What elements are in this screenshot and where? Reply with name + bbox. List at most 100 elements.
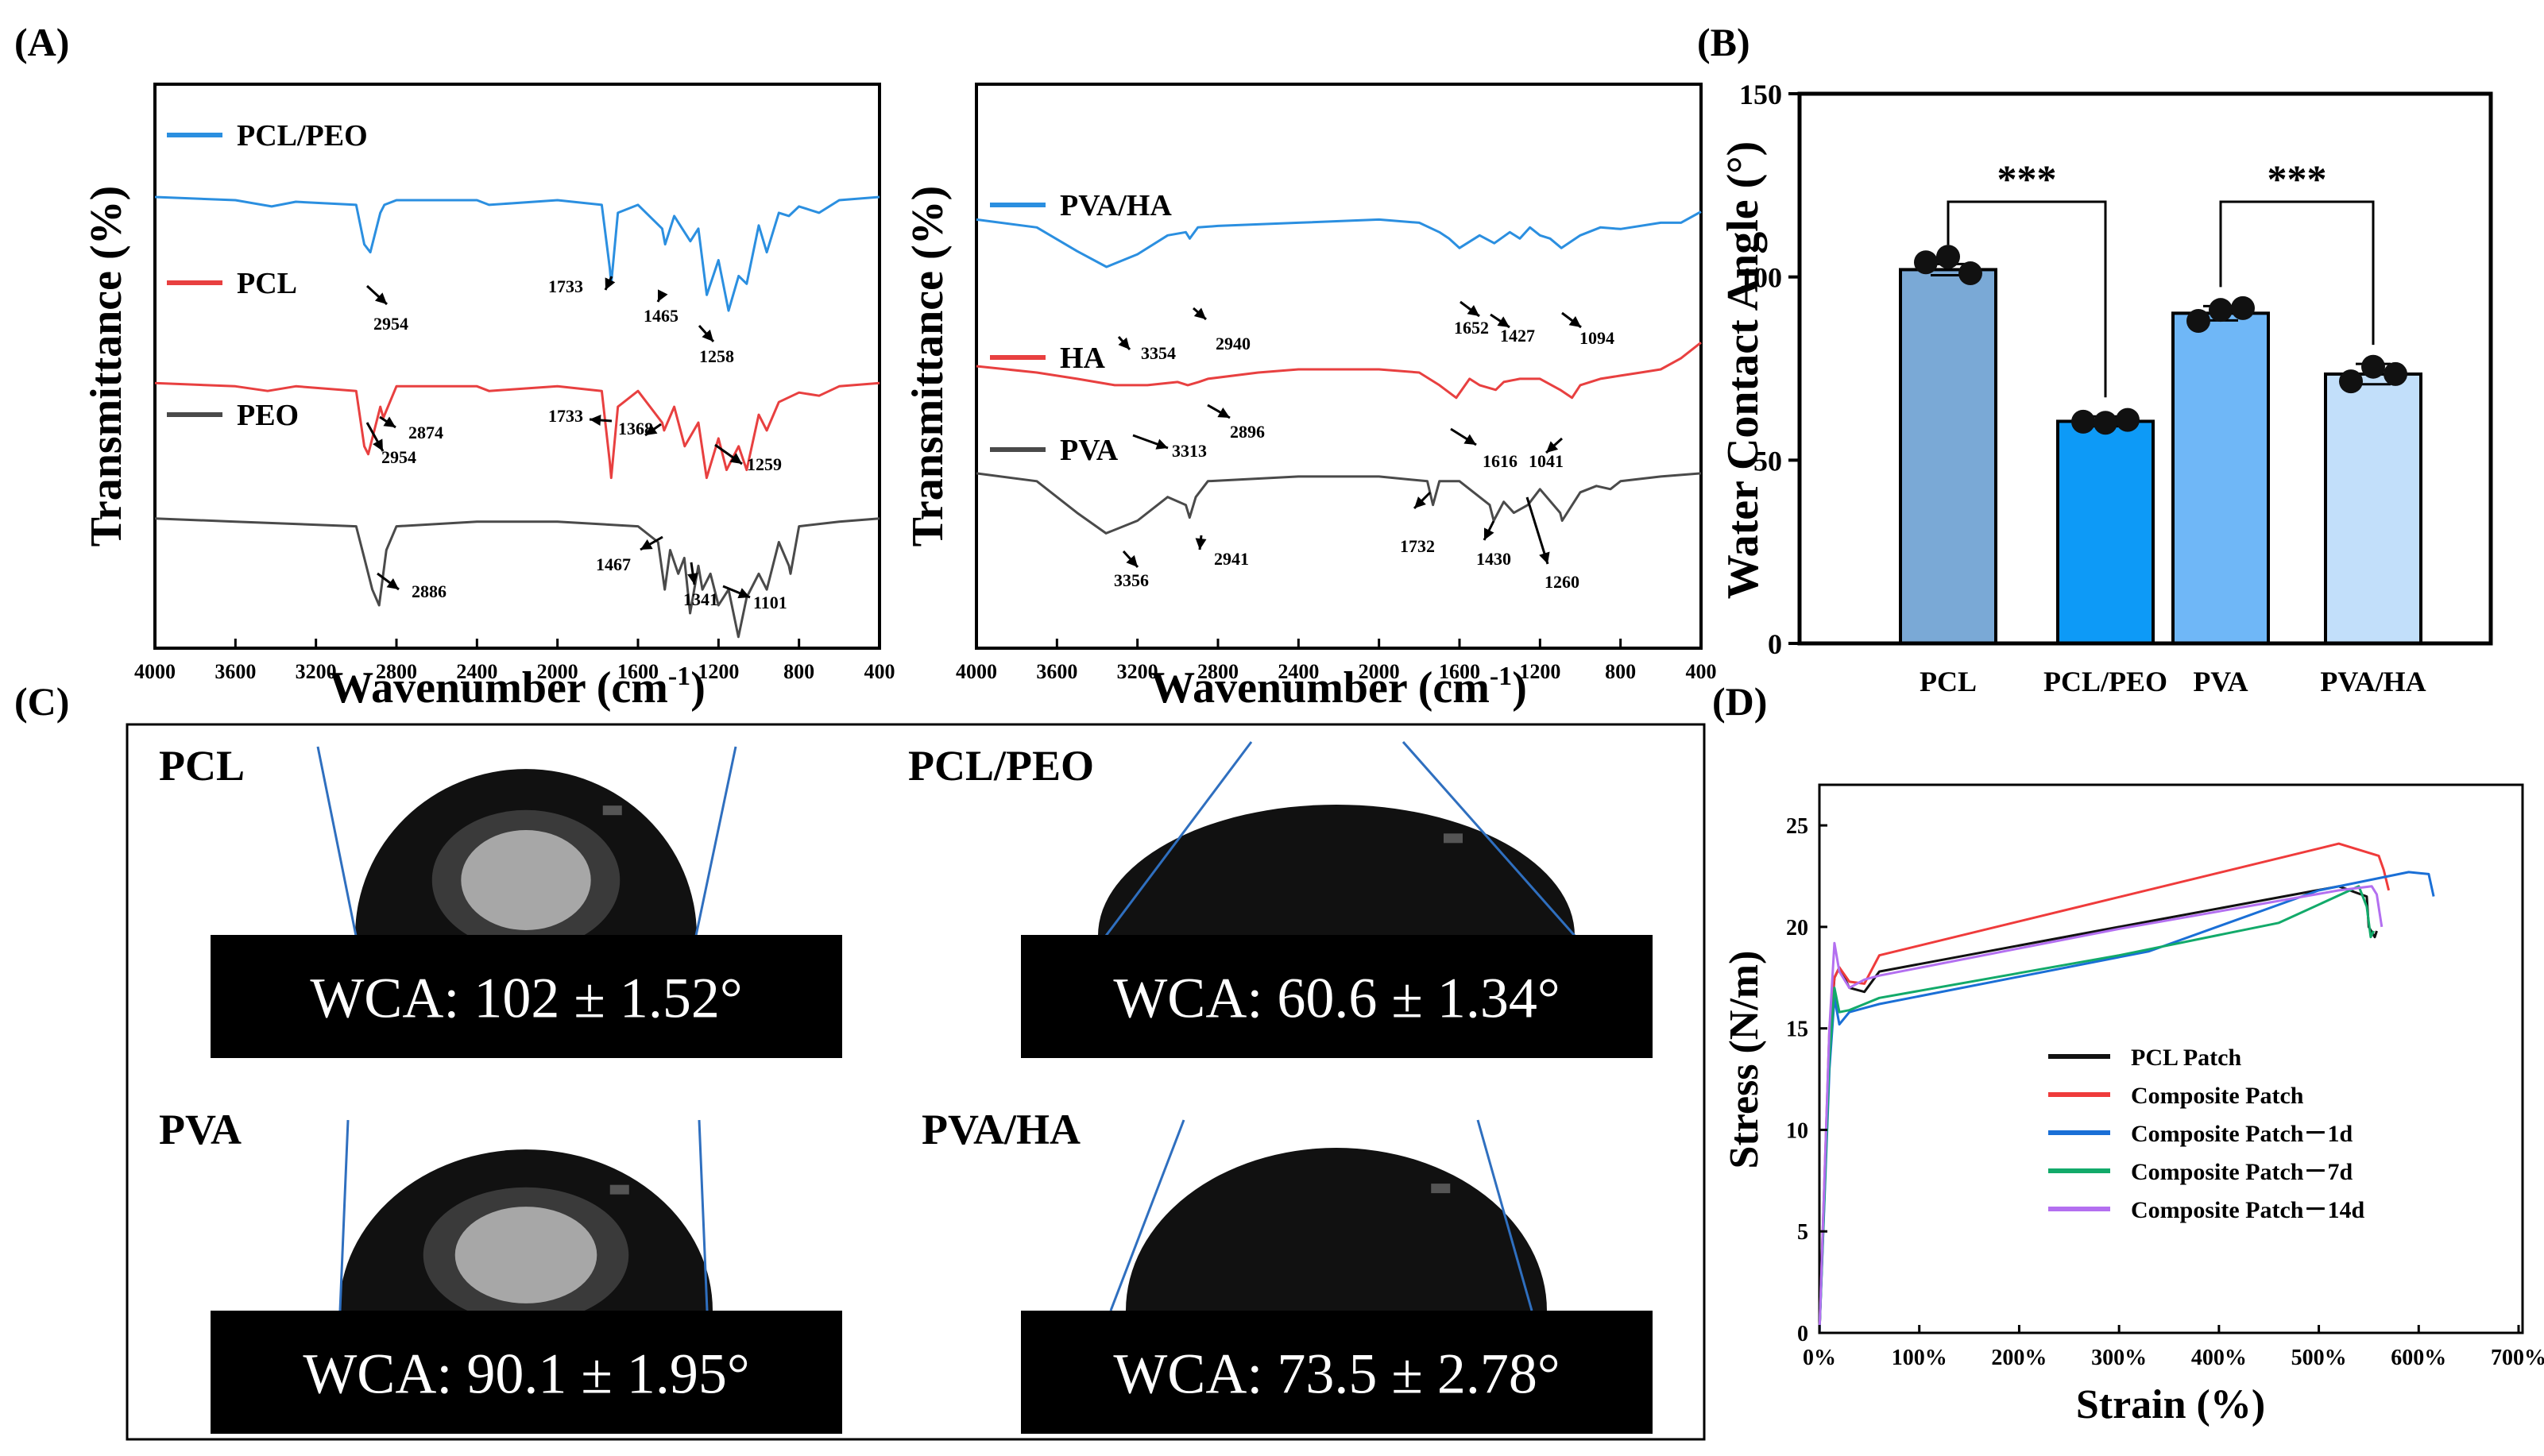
data-point: [2094, 411, 2117, 435]
panel-c-frame: [126, 723, 1706, 1441]
ftir-chart-left: 4000 3600 3200 2800 2400 2000 1600 1200 800 400 P…: [82, 83, 895, 713]
peak-2941-arrowhead: [1195, 538, 1207, 550]
bar-pva: [2171, 311, 2270, 645]
peak-label: 1101: [753, 593, 787, 612]
y-tick-label: 20: [1786, 916, 1808, 940]
stress-strain-chart: 0% 100% 200% 300% 400% 500% 600% 700% 0 5 10 15 20 25…: [1722, 783, 2544, 1427]
data-point: [2209, 298, 2233, 322]
data-point: [2071, 409, 2095, 434]
y-axis-label: Water Contact Angle (°): [1719, 141, 1768, 600]
category-label: PCL: [1920, 666, 1977, 697]
x-tick-label: 2000: [537, 660, 578, 683]
x-tick-label: 400%: [2191, 1346, 2247, 1370]
x-tick-label: 800: [1605, 660, 1636, 683]
x-tick-label: 2000: [1359, 660, 1400, 683]
peak-label: 1430: [1476, 549, 1511, 569]
data-point: [2384, 361, 2407, 386]
peak-label: 1094: [1579, 328, 1614, 348]
data-point: [1958, 261, 1982, 286]
plot-frame: [153, 83, 881, 650]
y-axis-label: Transmittance (%): [82, 186, 131, 547]
x-tick-label: 2400: [1278, 660, 1319, 683]
peak-label: 1733: [548, 406, 583, 426]
x-axis-label: Wavenumber (cm-1): [329, 662, 706, 713]
x-tick-label: 3600: [215, 660, 256, 683]
peak-1094-arrowhead: [1568, 316, 1581, 327]
data-point: [2339, 369, 2363, 394]
x-tick-label: 4000: [956, 660, 997, 683]
peak-1259-arrowhead: [729, 453, 742, 464]
peak-3354-arrowhead: [1118, 337, 1130, 350]
legend-label: Composite Patch－14d: [2131, 1197, 2364, 1223]
x-axis-label: Wavenumber (cm-1): [1150, 662, 1527, 713]
peak-1368-arrowhead: [645, 424, 658, 435]
contact-angle-line: [1402, 741, 1576, 937]
series-line-pcl-peo: [154, 195, 880, 312]
legend-label: Composite Patch－7d: [2131, 1159, 2353, 1185]
peak-label: 2941: [1214, 549, 1249, 569]
droplet-images: WCA: 102 ± 1.52° PCL WCA: 60.6 ± 1.34° PCL/…: [126, 723, 1706, 1441]
x-axis-label: Strain (%): [2076, 1382, 2265, 1427]
peak-label: 1427: [1500, 326, 1535, 346]
x-tick-label: 3600: [1036, 660, 1077, 683]
bar-pcl: [1899, 268, 1997, 645]
x-tick-label: 3200: [296, 660, 337, 683]
y-tick-label: 15: [1786, 1018, 1808, 1042]
peak-1733-arrowhead: [605, 277, 616, 290]
droplet-highlight: [454, 1207, 597, 1303]
peak-label: 3354: [1141, 343, 1176, 363]
peak-1260-arrowhead: [1539, 551, 1550, 564]
peak-2874-arrowhead: [383, 416, 396, 427]
peak-label: 1260: [1545, 572, 1579, 592]
panel-label-b: (B): [1697, 20, 1750, 64]
peak-label: 1732: [1400, 536, 1435, 556]
series-line-peo: [154, 517, 880, 639]
droplet-highlight: [461, 830, 591, 930]
wca-value: WCA: 73.5 ± 2.78°: [1113, 1342, 1560, 1406]
image-label: PCL: [159, 742, 245, 790]
legend-label: PCL Patch: [2131, 1045, 2241, 1071]
series-line-5: [1818, 885, 2384, 1334]
wca-box-pva: [211, 1311, 842, 1434]
y-axis-label: Transmittance (%): [903, 186, 953, 547]
wca-box-pcl: [211, 935, 842, 1058]
droplet-pva-ha: [1126, 1148, 1547, 1311]
significance-stars: ***: [1997, 156, 2057, 201]
wca-value: WCA: 60.6 ± 1.34°: [1113, 967, 1560, 1030]
x-tick-label: 2800: [376, 660, 417, 683]
peak-1467-arrowhead: [640, 539, 653, 550]
peak-2954-arrowhead: [373, 438, 383, 451]
droplet-reflection: [1431, 1184, 1451, 1194]
legend-label: PCL/PEO: [237, 119, 368, 153]
category-label: PCL/PEO: [2043, 666, 2167, 697]
peak-label: 1259: [747, 454, 782, 474]
peak-label: 1465: [644, 306, 679, 326]
peak-1041-arrowhead: [1546, 441, 1559, 453]
x-tick-label: 4000: [134, 660, 176, 683]
legend-label: Composite Patch－1d: [2131, 1121, 2353, 1147]
peak-3356-arrowhead: [1126, 554, 1138, 567]
panel-label-c: (C): [14, 679, 69, 724]
peak-2886-arrowhead: [386, 578, 399, 589]
x-tick-label: 2800: [1197, 660, 1239, 683]
droplet-reflection: [609, 1184, 629, 1195]
peak-1733-arrowhead: [590, 415, 601, 426]
x-tick-label: 600%: [2391, 1346, 2446, 1370]
peak-1430-arrowhead: [1484, 527, 1494, 540]
contact-angle-line: [1476, 1119, 1533, 1311]
peak-label: 2874: [408, 423, 443, 442]
peak-label: 2896: [1230, 422, 1265, 442]
data-point: [2361, 354, 2385, 379]
peak-2896-arrowhead: [1217, 407, 1230, 418]
legend-label: Composite Patch: [2131, 1083, 2304, 1109]
wca-box-pcl-peo: [1021, 935, 1653, 1058]
legend-label: HA: [1060, 342, 1106, 375]
y-axis-label: Stress (N/m): [1722, 951, 1767, 1169]
significance-bracket: [1947, 200, 2107, 398]
category-label: PVA: [2193, 666, 2248, 697]
x-tick-label: 1200: [1519, 660, 1560, 683]
data-point: [2231, 295, 2255, 320]
x-tick-label: 500%: [2291, 1346, 2347, 1370]
peak-1260-arrow: [1525, 496, 1549, 565]
